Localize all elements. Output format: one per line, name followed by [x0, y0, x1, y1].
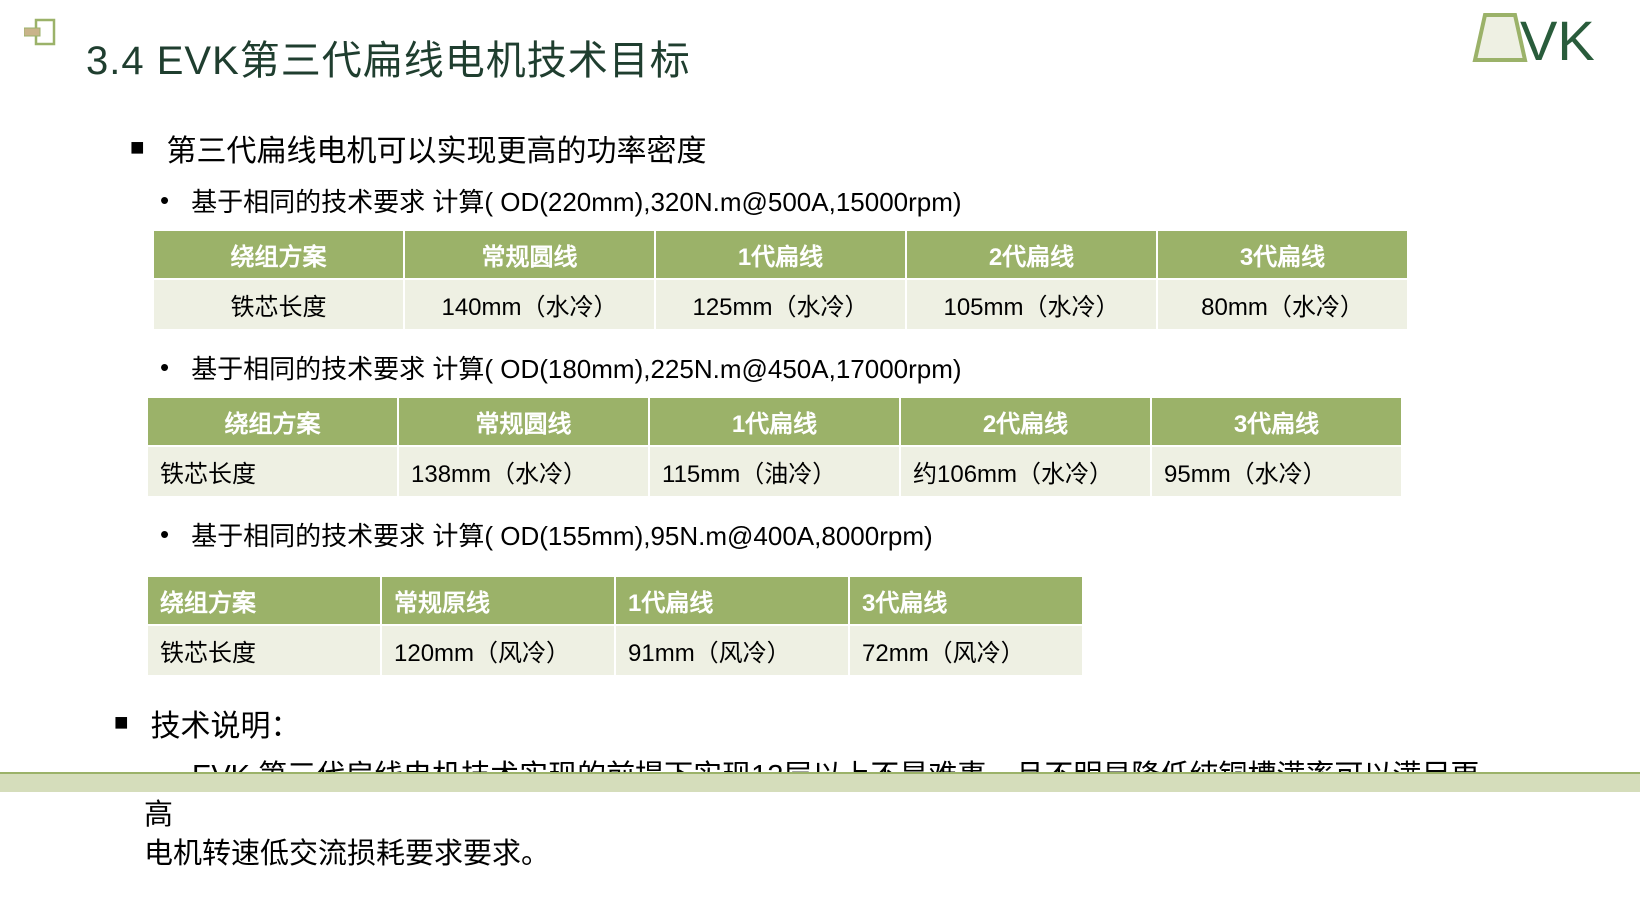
table-row: 铁芯长度 140mm（水冷） 125mm（水冷） 105mm（水冷） 80mm（… [154, 280, 1407, 329]
table-cell: 80mm（水冷） [1158, 280, 1407, 329]
table-header: 1代扁线 [656, 231, 905, 278]
tech-text-line2: 电机转速低交流损耗要求要求。 [144, 838, 550, 870]
table-header: 3代扁线 [1158, 231, 1407, 278]
table-header-row: 绕组方案 常规原线 1代扁线 3代扁线 [148, 577, 1082, 624]
table-header-row: 绕组方案 常规圆线 1代扁线 2代扁线 3代扁线 [154, 231, 1407, 278]
case2-caption-text: 基于相同的技术要求 计算( OD(180mm),225N.m@450A,1700… [191, 349, 961, 386]
document-icon [24, 18, 60, 48]
tech-text-line1: EVK 第三代扁线电机技术实现的前提下实现12层以上不是难事，且不明显降低纯铜槽… [144, 760, 1479, 831]
table-cell: 138mm（水冷） [399, 447, 648, 496]
table-header: 3代扁线 [850, 577, 1082, 624]
footer-bar [0, 772, 1640, 792]
table-cell: 125mm（水冷） [656, 280, 905, 329]
table-header: 绕组方案 [154, 231, 403, 278]
table-cell: 铁芯长度 [154, 280, 403, 329]
table-header: 2代扁线 [907, 231, 1156, 278]
case1-caption: • 基于相同的技术要求 计算( OD(220mm),320N.m@500A,15… [160, 182, 1490, 219]
table-cell: 120mm（风冷） [382, 626, 614, 675]
table-header: 绕组方案 [148, 577, 380, 624]
tech-label-row: ■ 技术说明： [114, 701, 1490, 745]
table-cell: 铁芯长度 [148, 447, 397, 496]
case2-table: 绕组方案 常规圆线 1代扁线 2代扁线 3代扁线 铁芯长度 138mm（水冷） … [146, 396, 1403, 498]
case3-table: 绕组方案 常规原线 1代扁线 3代扁线 铁芯长度 120mm（风冷） 91mm（… [146, 575, 1084, 677]
table-cell: 105mm（水冷） [907, 280, 1156, 329]
case1-caption-text: 基于相同的技术要求 计算( OD(220mm),320N.m@500A,1500… [191, 182, 961, 219]
table-cell: 约106mm（水冷） [901, 447, 1150, 496]
table-cell: 115mm（油冷） [650, 447, 899, 496]
table-header: 常规圆线 [405, 231, 654, 278]
table-cell: 91mm（风冷） [616, 626, 848, 675]
case2-caption: • 基于相同的技术要求 计算( OD(180mm),225N.m@450A,17… [160, 349, 1490, 386]
table-cell: 72mm（风冷） [850, 626, 1082, 675]
table-row: 铁芯长度 120mm（风冷） 91mm（风冷） 72mm（风冷） [148, 626, 1082, 675]
dot-bullet-icon: • [160, 352, 169, 383]
table-header: 绕组方案 [148, 398, 397, 445]
main-bullet-1-text: 第三代扁线电机可以实现更高的功率密度 [167, 126, 707, 170]
svg-text:VK: VK [1520, 10, 1595, 70]
square-bullet-icon: ■ [130, 134, 145, 162]
dot-bullet-icon: • [160, 185, 169, 216]
tech-label: 技术说明： [151, 701, 301, 745]
table-row: 铁芯长度 138mm（水冷） 115mm（油冷） 约106mm（水冷） 95mm… [148, 447, 1401, 496]
table-header: 常规原线 [382, 577, 614, 624]
dot-bullet-icon: • [160, 519, 169, 550]
slide-content: ■ 第三代扁线电机可以实现更高的功率密度 • 基于相同的技术要求 计算( OD(… [0, 126, 1640, 874]
evk-logo: VK [1470, 10, 1620, 70]
table-header: 3代扁线 [1152, 398, 1401, 445]
main-bullet-1: ■ 第三代扁线电机可以实现更高的功率密度 [130, 126, 1490, 170]
table-header: 常规圆线 [399, 398, 648, 445]
table-header: 1代扁线 [650, 398, 899, 445]
case3-caption-text: 基于相同的技术要求 计算( OD(155mm),95N.m@400A,8000r… [191, 516, 933, 553]
slide: VK 3.4 EVK第三代扁线电机技术目标 ■ 第三代扁线电机可以实现更高的功率… [0, 0, 1640, 922]
table-header: 1代扁线 [616, 577, 848, 624]
table-header-row: 绕组方案 常规圆线 1代扁线 2代扁线 3代扁线 [148, 398, 1401, 445]
slide-title: 3.4 EVK第三代扁线电机技术目标 [86, 28, 1640, 86]
table-cell: 95mm（水冷） [1152, 447, 1401, 496]
table-header: 2代扁线 [901, 398, 1150, 445]
case3-caption: • 基于相同的技术要求 计算( OD(155mm),95N.m@400A,800… [160, 516, 1490, 553]
table-cell: 铁芯长度 [148, 626, 380, 675]
table-cell: 140mm（水冷） [405, 280, 654, 329]
square-bullet-icon: ■ [114, 709, 129, 737]
case1-table: 绕组方案 常规圆线 1代扁线 2代扁线 3代扁线 铁芯长度 140mm（水冷） … [152, 229, 1409, 331]
